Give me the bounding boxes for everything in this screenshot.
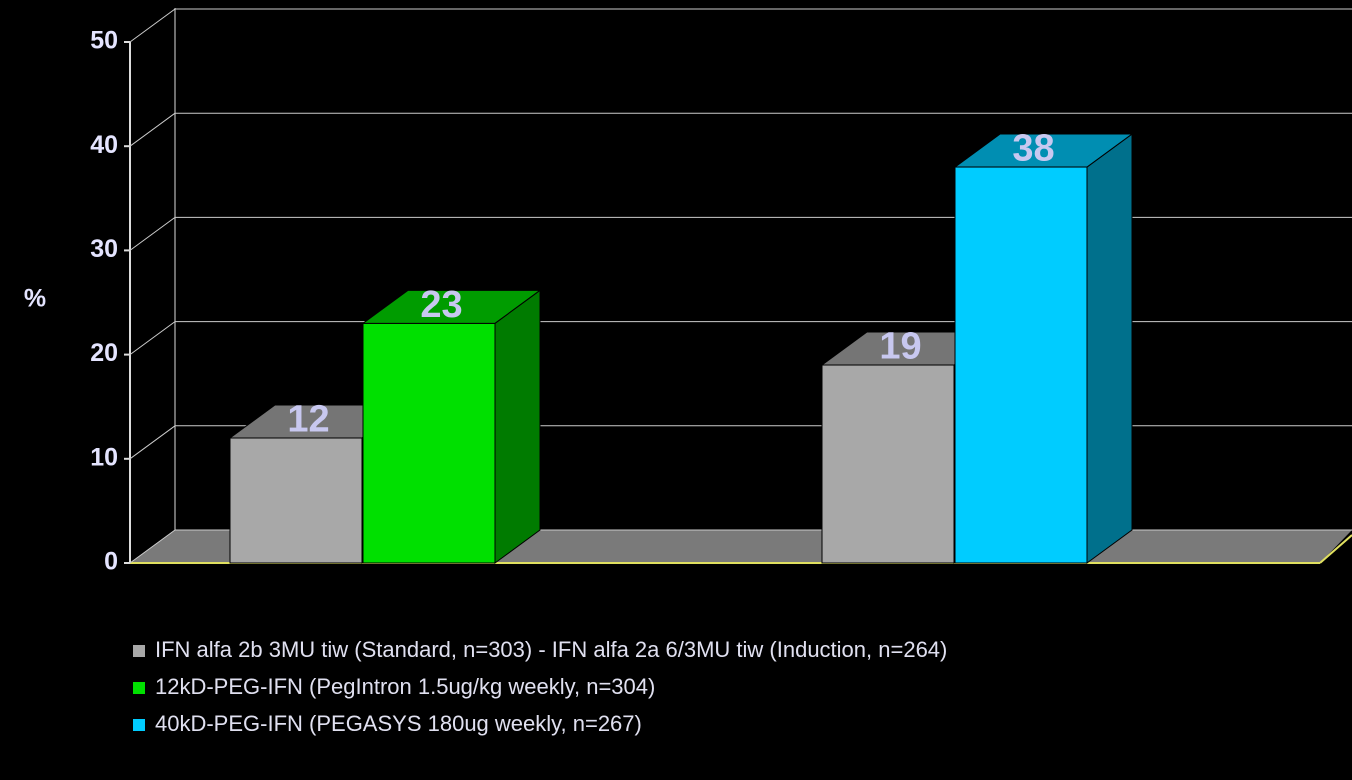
bar xyxy=(362,322,496,564)
bar-top-shade xyxy=(955,134,1132,168)
y-tick-label: 20 xyxy=(90,339,118,367)
bar-top-shade xyxy=(363,290,540,324)
value-label: 23 xyxy=(420,284,462,326)
legend-marker xyxy=(133,719,145,731)
y-tick-label: 50 xyxy=(90,27,118,55)
y-tick-label: 0 xyxy=(104,548,118,576)
bar-side-shade xyxy=(1087,134,1132,564)
bar xyxy=(954,166,1088,564)
grid-line xyxy=(129,321,176,356)
legend-label: 12kD-PEG-IFN (PegIntron 1.5ug/kg weekly,… xyxy=(155,674,655,699)
bar-top xyxy=(361,289,542,324)
y-tick-label: 10 xyxy=(90,443,118,471)
bar xyxy=(229,437,363,564)
y-axis-label: % xyxy=(24,285,46,313)
grid-line xyxy=(129,425,176,460)
grid-line xyxy=(129,216,176,251)
grid-line xyxy=(129,112,176,147)
bar-top xyxy=(953,133,1134,168)
legend-label: 40kD-PEG-IFN (PEGASYS 180ug weekly, n=26… xyxy=(155,711,642,736)
value-label: 19 xyxy=(879,326,921,368)
legend-label: IFN alfa 2b 3MU tiw (Standard, n=303) - … xyxy=(155,637,947,662)
grid-line xyxy=(129,529,176,564)
bar xyxy=(821,364,955,564)
value-label: 38 xyxy=(1012,128,1054,170)
y-tick-label: 30 xyxy=(90,235,118,263)
grid-line xyxy=(129,8,176,43)
legend-marker xyxy=(133,645,145,657)
y-tick-label: 40 xyxy=(90,131,118,159)
x-axis-depth xyxy=(1319,534,1352,564)
value-label: 12 xyxy=(287,398,329,440)
bar-side-shade xyxy=(495,290,540,563)
legend-marker xyxy=(133,682,145,694)
